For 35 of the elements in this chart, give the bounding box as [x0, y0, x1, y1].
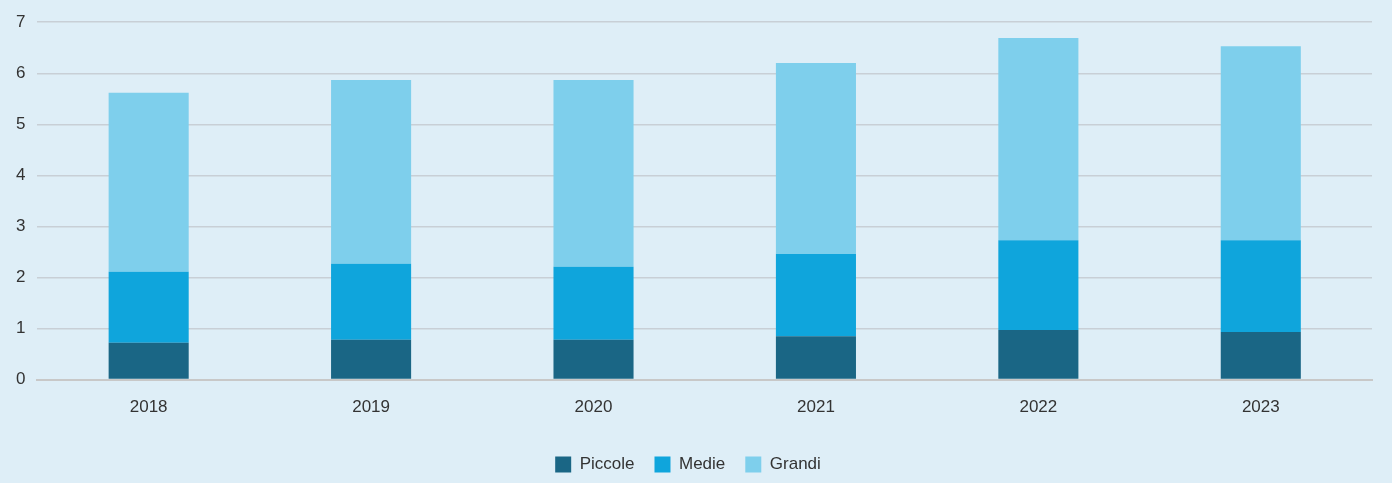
x-tick-label: 2018 [129, 397, 168, 417]
bar [108, 342, 189, 379]
bar [998, 38, 1079, 241]
bar [553, 79, 634, 267]
x-tick-label: 2021 [797, 397, 835, 417]
y-tick-label: 7 [15, 11, 26, 31]
x-tick-label: 2019 [352, 397, 391, 417]
bar [108, 92, 189, 272]
bar [108, 271, 189, 343]
y-tick-label: 1 [15, 318, 26, 338]
bar [1220, 46, 1301, 241]
x-tick-label: 2020 [574, 397, 613, 417]
legend-label: Piccole [579, 454, 635, 474]
bar [998, 330, 1079, 379]
bar [331, 263, 412, 340]
x-tick-label: 2023 [1241, 397, 1280, 417]
bar [553, 339, 634, 379]
y-tick-label: 0 [15, 369, 26, 389]
y-tick-label: 4 [15, 165, 26, 185]
bar [331, 79, 412, 264]
y-tick-label: 2 [15, 267, 26, 287]
legend-label: Grandi [769, 454, 821, 474]
bar [331, 339, 412, 379]
legend-label: Medie [678, 454, 726, 474]
bar [775, 336, 856, 379]
bar [998, 240, 1079, 331]
bar [1220, 332, 1301, 379]
x-tick-label: 2022 [1019, 397, 1058, 417]
bar [775, 254, 856, 337]
y-tick-label: 6 [15, 62, 26, 82]
bar [553, 266, 634, 340]
bar [775, 63, 856, 254]
y-tick-label: 5 [15, 114, 26, 133]
y-tick-label: 3 [15, 216, 26, 236]
bar [1220, 240, 1301, 333]
